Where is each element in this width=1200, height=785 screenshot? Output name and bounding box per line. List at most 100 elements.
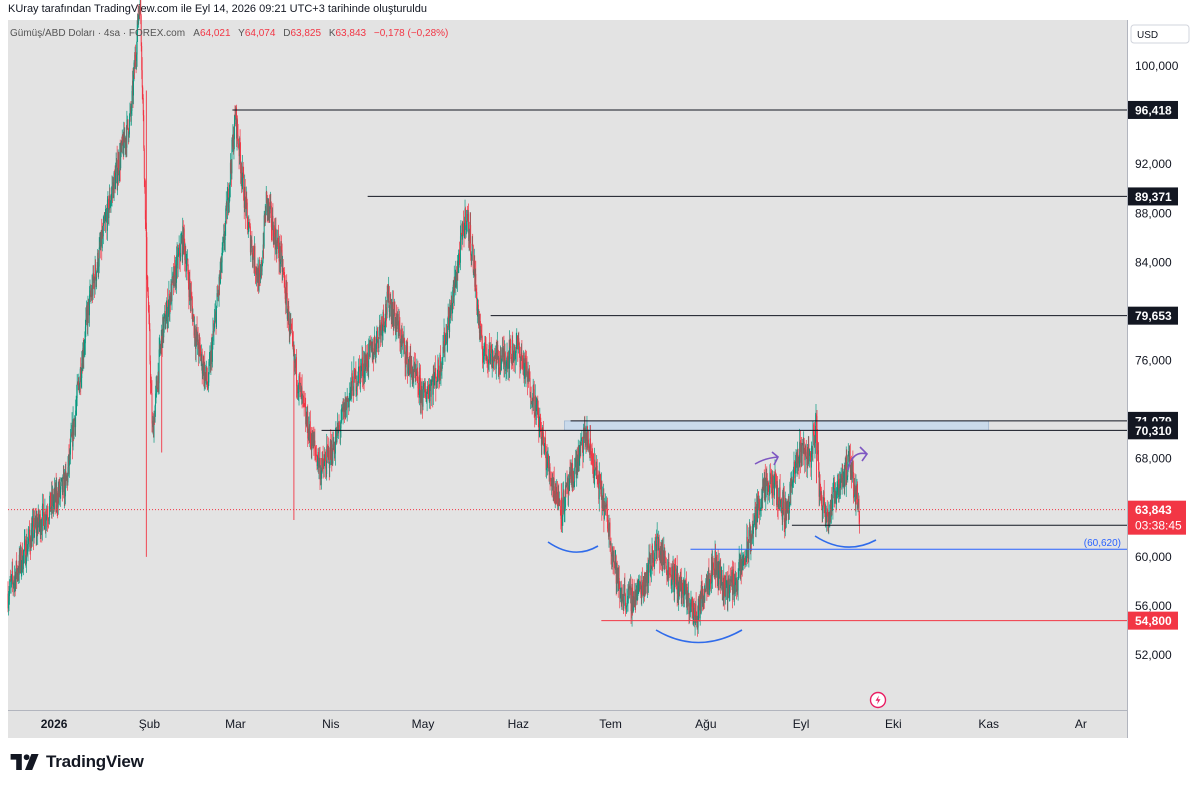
- candle-body: [585, 433, 587, 446]
- candle: [676, 555, 678, 607]
- candle: [451, 295, 453, 321]
- candle: [599, 471, 601, 484]
- candle: [449, 299, 451, 319]
- candle-body: [648, 563, 649, 584]
- candle: [699, 591, 701, 626]
- candle: [311, 430, 313, 446]
- candle: [153, 413, 154, 438]
- candle-body: [44, 511, 46, 527]
- candle: [858, 492, 859, 507]
- candle-body: [183, 228, 185, 242]
- candle-body: [521, 358, 523, 360]
- candle-body: [59, 482, 61, 495]
- candle-body: [632, 587, 634, 613]
- candle-body: [469, 225, 471, 238]
- candle-body: [177, 254, 179, 269]
- candle-body: [423, 383, 425, 386]
- time-axis[interactable]: [8, 710, 1127, 738]
- candle-body: [215, 311, 217, 328]
- candle: [770, 468, 772, 494]
- candle: [360, 358, 361, 393]
- resistance-zone[interactable]: [564, 420, 990, 431]
- candle-body: [730, 579, 732, 582]
- candle-body: [264, 215, 266, 224]
- candle: [485, 335, 486, 361]
- candle: [386, 285, 388, 319]
- candle-body: [594, 459, 596, 471]
- candle-body: [387, 293, 389, 302]
- candle-body: [203, 363, 205, 380]
- candle-body: [775, 472, 776, 474]
- candle: [7, 581, 9, 613]
- candle: [694, 603, 696, 628]
- candle-body: [64, 471, 66, 497]
- candle: [657, 533, 659, 561]
- candle-body: [22, 551, 24, 570]
- candle-body: [385, 303, 387, 314]
- candle-body: [689, 611, 691, 613]
- candle: [563, 496, 565, 523]
- candle: [483, 348, 484, 373]
- candle: [454, 276, 456, 293]
- candle-body: [87, 302, 89, 326]
- candle-body: [384, 326, 386, 328]
- candle-body: [567, 478, 568, 486]
- candle: [314, 428, 316, 461]
- candle-body: [507, 355, 509, 370]
- candle: [573, 481, 575, 490]
- candle: [504, 340, 505, 378]
- candle-body: [768, 488, 770, 496]
- candle-body: [848, 452, 850, 462]
- candle: [415, 368, 417, 381]
- plot-area[interactable]: [8, 20, 1127, 710]
- candle-body: [149, 329, 151, 361]
- candle: [694, 615, 696, 636]
- candle: [405, 357, 407, 380]
- candle-body: [330, 444, 332, 457]
- candle-body: [596, 465, 598, 479]
- candle-body: [422, 389, 424, 407]
- candle-body: [126, 119, 128, 121]
- candle-body: [342, 406, 344, 412]
- candle: [149, 355, 151, 394]
- candle: [170, 279, 172, 306]
- candle-body: [642, 581, 644, 594]
- candle: [779, 473, 781, 508]
- candle: [638, 575, 640, 595]
- candle: [793, 466, 794, 488]
- candle: [769, 464, 771, 495]
- candle-body: [821, 506, 823, 511]
- candle-body: [601, 480, 603, 509]
- price-axis[interactable]: [1127, 20, 1200, 738]
- candle: [575, 450, 577, 479]
- candle-body: [492, 357, 494, 359]
- candle-body: [154, 405, 156, 423]
- candle: [281, 235, 283, 253]
- candle: [482, 346, 484, 364]
- candle: [444, 327, 445, 358]
- candle-body: [158, 349, 160, 384]
- candle-body: [284, 282, 286, 300]
- candle-body: [713, 563, 714, 569]
- candle-body: [215, 311, 216, 315]
- candle-body: [297, 392, 299, 394]
- candle-body: [667, 571, 669, 579]
- candle-body: [81, 363, 83, 371]
- candle: [299, 372, 301, 398]
- candle: [589, 446, 590, 459]
- candle-body: [240, 154, 242, 174]
- candle-body: [552, 480, 554, 489]
- candle: [180, 231, 182, 244]
- candle: [272, 229, 274, 248]
- candle: [443, 341, 444, 354]
- candle-body: [636, 586, 638, 600]
- candle: [64, 463, 66, 505]
- candle-body: [722, 582, 724, 598]
- candle-body: [266, 195, 268, 212]
- candle: [783, 482, 785, 516]
- candle: [414, 352, 416, 382]
- candle-body: [233, 139, 235, 152]
- candle-body: [833, 482, 835, 485]
- candle: [76, 374, 78, 407]
